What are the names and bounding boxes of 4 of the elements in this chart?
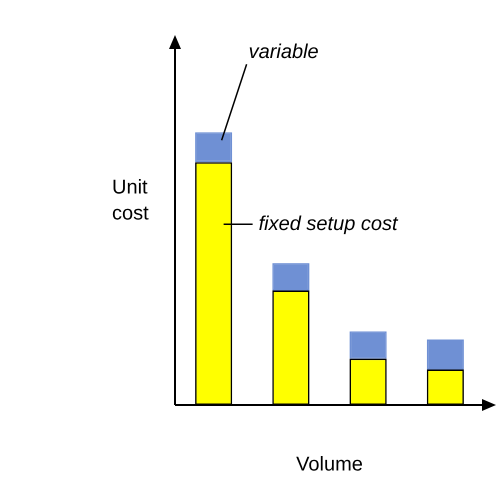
annotation: fixed setup cost: [258, 212, 400, 235]
y-axis-title: Unit cost: [112, 176, 150, 225]
text: variable: [248, 40, 319, 63]
x-axis-title: Volume: [296, 454, 363, 476]
